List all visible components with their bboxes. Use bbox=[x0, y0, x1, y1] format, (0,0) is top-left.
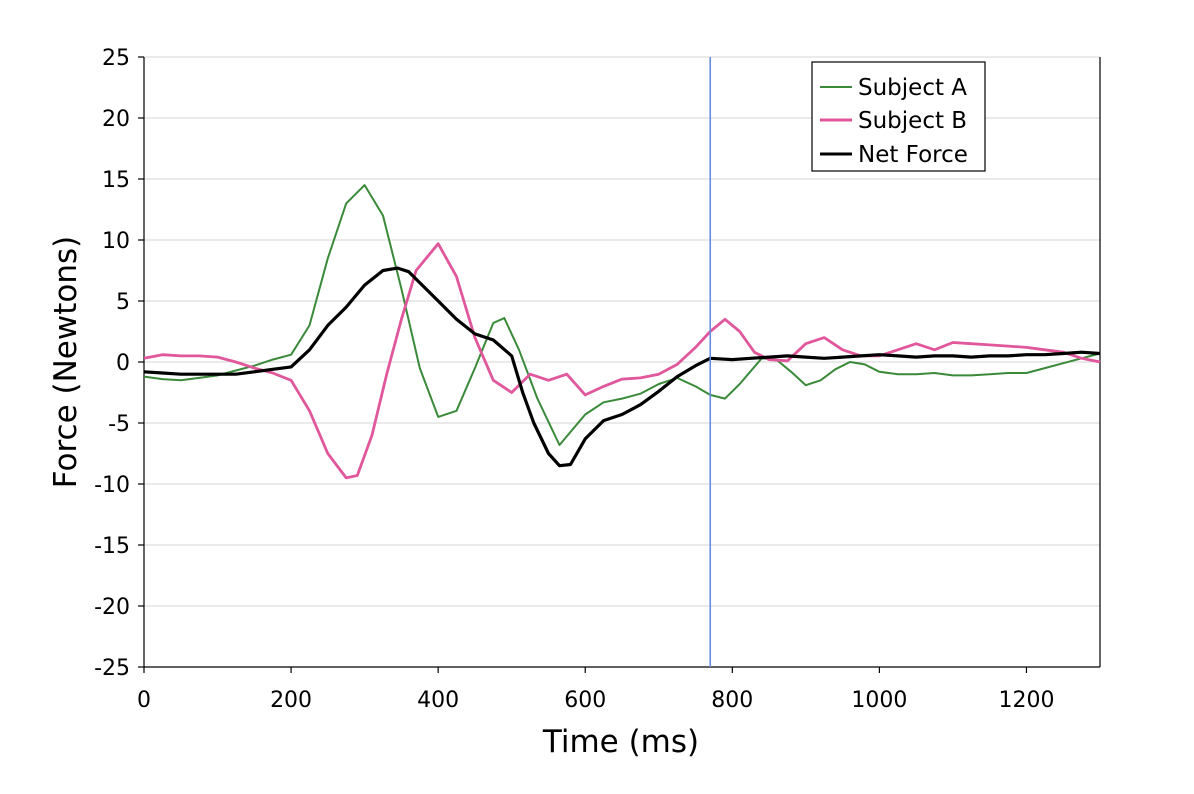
x-tick-label: 200 bbox=[270, 688, 312, 713]
legend-label-subject-b: Subject B bbox=[858, 108, 967, 134]
x-tick-label: 800 bbox=[711, 688, 753, 713]
x-tick-label: 0 bbox=[137, 688, 151, 713]
y-tick-label: -25 bbox=[94, 656, 130, 681]
series-line-subject-b bbox=[143, 242, 1101, 480]
y-axis-title: Force (Newtons) bbox=[48, 236, 84, 488]
y-tick-label: -10 bbox=[94, 473, 130, 498]
y-tick-label: 15 bbox=[102, 168, 130, 193]
y-tick-label: 0 bbox=[116, 351, 130, 376]
grid-lines bbox=[144, 56, 1100, 607]
series-layer bbox=[143, 184, 1101, 480]
y-tick-label: 25 bbox=[102, 46, 130, 71]
y-tick-label: -5 bbox=[108, 412, 130, 437]
y-tick-label: 10 bbox=[102, 229, 130, 254]
y-tick-label: 5 bbox=[116, 290, 130, 315]
axis-ticks: -25 -20 -15 -10 -5 0 5 10 15 20 25 0 200 400 600 800 100… bbox=[94, 46, 1054, 713]
y-tick-label: -20 bbox=[94, 595, 130, 620]
x-tick-label: 600 bbox=[564, 688, 606, 713]
x-tick-label: 400 bbox=[417, 688, 459, 713]
x-axis-title: Time (ms) bbox=[542, 724, 699, 760]
x-tick-label: 1200 bbox=[998, 688, 1054, 713]
y-tick-label: 20 bbox=[102, 107, 130, 132]
series-line-net-force bbox=[143, 266, 1101, 468]
legend-label-net-force: Net Force bbox=[858, 142, 968, 168]
x-tick-label: 1000 bbox=[851, 688, 907, 713]
legend: Subject A Subject B Net Force bbox=[811, 61, 986, 172]
legend-label-subject-a: Subject A bbox=[858, 75, 967, 101]
series-line-subject-a bbox=[143, 184, 1101, 446]
y-tick-label: -15 bbox=[94, 534, 130, 559]
